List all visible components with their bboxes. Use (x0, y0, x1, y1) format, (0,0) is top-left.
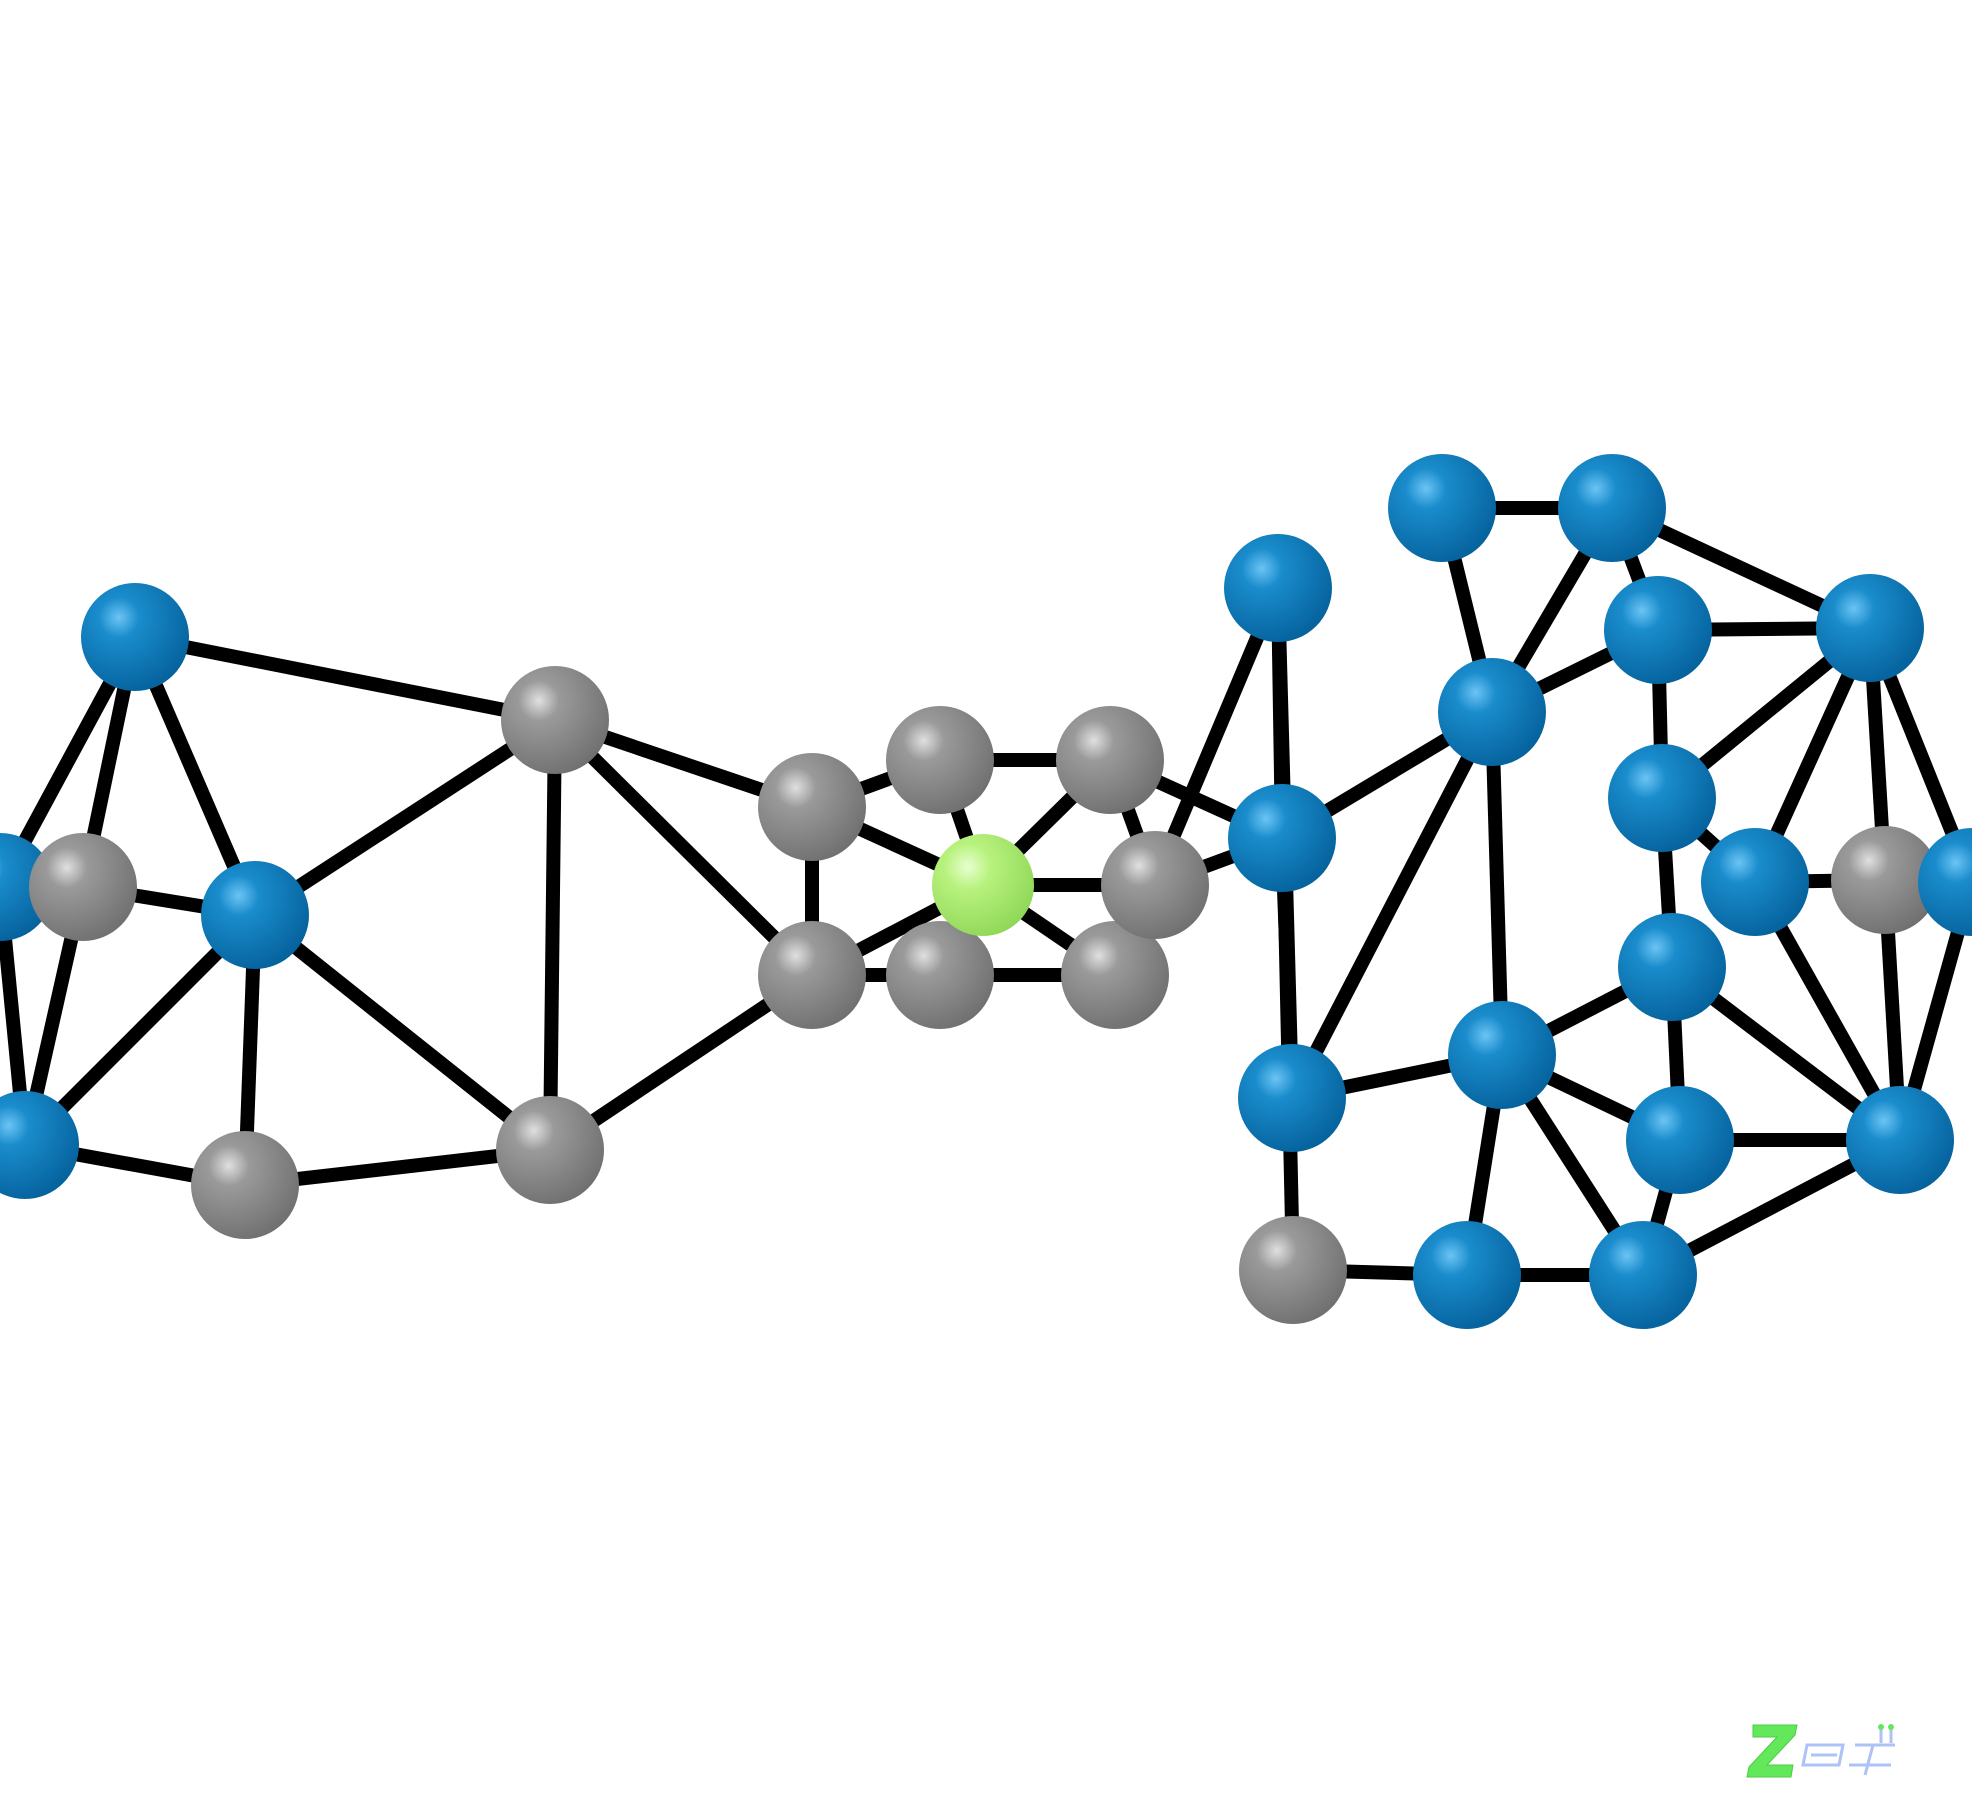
atom-blue (1918, 828, 1972, 936)
atom-green (932, 834, 1034, 936)
atom-gray (886, 921, 994, 1029)
atom-blue (1438, 658, 1546, 766)
atom-blue (1846, 1086, 1954, 1194)
atom-blue (1238, 1044, 1346, 1152)
atom-blue (201, 861, 309, 969)
atom-gray (886, 706, 994, 814)
atom-blue (1608, 744, 1716, 852)
bond-line (1285, 708, 1499, 1102)
atom-gray (1831, 826, 1939, 934)
atom-blue (1388, 454, 1496, 562)
atom-gray (1101, 831, 1209, 939)
atom-gray (29, 833, 137, 941)
atom-blue (1224, 534, 1332, 642)
atoms-layer (0, 454, 1972, 1329)
atom-gray (501, 666, 609, 774)
watermark-logo (1746, 1724, 1895, 1778)
bond-line (550, 715, 817, 980)
bond-line (543, 719, 562, 1151)
atom-gray (758, 921, 866, 1029)
atom-blue (1558, 454, 1666, 562)
bond-line (250, 909, 555, 1156)
atom-blue (1413, 1221, 1521, 1329)
atom-blue (0, 1091, 79, 1199)
atom-blue (1448, 1001, 1556, 1109)
watermark-dot (1878, 1724, 1884, 1730)
bond-line (1271, 587, 1300, 1271)
atom-blue (1604, 576, 1712, 684)
atom-blue (1816, 574, 1924, 682)
bond-line (1485, 711, 1509, 1056)
atom-gray (1061, 921, 1169, 1029)
watermark-dot (1888, 1724, 1894, 1730)
atom-blue (1228, 784, 1336, 892)
bond-line (20, 910, 260, 1150)
bond-line (133, 630, 557, 727)
bond-line (251, 714, 559, 921)
atom-blue (1701, 828, 1809, 936)
atom-gray (191, 1131, 299, 1239)
atom-blue (1589, 1221, 1697, 1329)
atom-blue (1618, 913, 1726, 1021)
atom-gray (758, 753, 866, 861)
atom-blue (81, 583, 189, 691)
atom-gray (1239, 1216, 1347, 1324)
watermark-ghost-glyphs (1801, 1729, 1895, 1776)
atom-blue (1626, 1086, 1734, 1194)
atom-gray (496, 1096, 604, 1204)
watermark-z-glyph (1746, 1724, 1798, 1778)
atom-gray (1056, 706, 1164, 814)
